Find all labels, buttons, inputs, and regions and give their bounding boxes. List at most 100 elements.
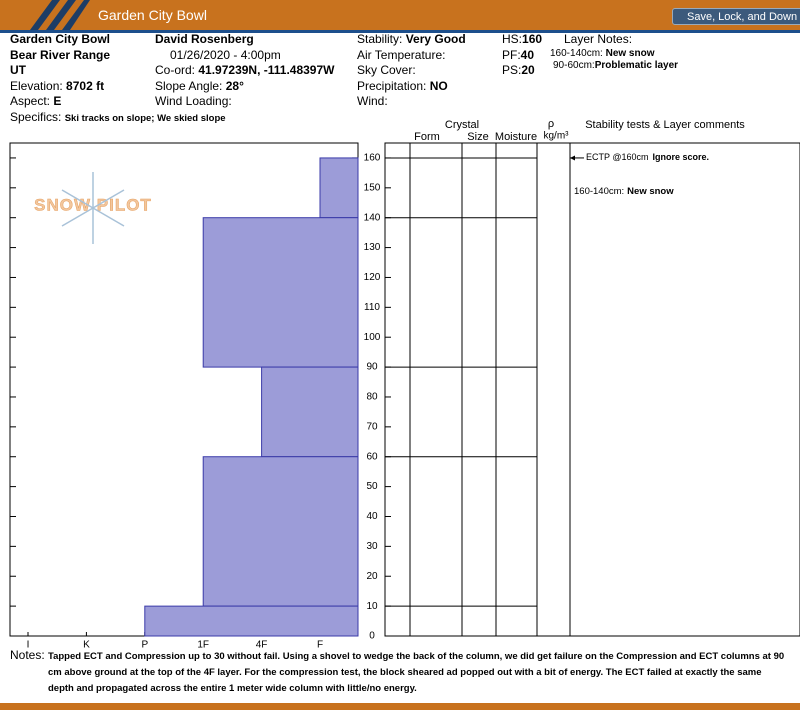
test-arrow-head xyxy=(570,155,575,161)
note: New snow xyxy=(605,47,655,59)
field: Precipitation: NO xyxy=(357,79,466,95)
col-header: Moisture xyxy=(495,131,537,143)
hardness-bar xyxy=(202,456,359,607)
field: Wind: xyxy=(357,94,466,110)
value: NO xyxy=(429,78,448,93)
value: 40 xyxy=(520,47,535,62)
field: Wind Loading: xyxy=(155,94,334,110)
field: Aspect: E xyxy=(10,94,226,110)
depth-tick-label: 150 xyxy=(364,182,381,193)
label: Aspect: xyxy=(10,94,51,108)
hardness-bar xyxy=(144,605,359,637)
header-col1: Garden City Bowl Bear River Range UT Ele… xyxy=(10,32,226,126)
depth-tick-label: 10 xyxy=(366,601,378,612)
notes: Notes: Tapped ECT and Compression up to … xyxy=(10,648,790,694)
label: Specifics: xyxy=(10,109,62,124)
label: PF: xyxy=(502,47,521,62)
layers-frame xyxy=(384,142,800,637)
depth-tick-label: 0 xyxy=(369,631,375,642)
depth-tick-label: 20 xyxy=(366,571,378,582)
field: PS:20 xyxy=(502,63,542,79)
header-col3: Stability: Very Good Air Temperature: Sk… xyxy=(357,32,466,110)
depth-tick-label: 50 xyxy=(366,481,378,492)
test-result: ECTP @160cm Ignore score. xyxy=(586,152,709,162)
header-col2: David Rosenberg 01/26/2020 - 4:00pm Co-o… xyxy=(155,32,334,110)
depth-tick-label: 140 xyxy=(364,212,381,223)
col-header: ρ xyxy=(548,118,554,130)
label: Sky Cover: xyxy=(357,63,416,77)
col-header: Crystal xyxy=(445,119,479,131)
value: Very Good xyxy=(405,32,466,46)
depth-tick-label: 80 xyxy=(366,392,378,403)
value: 20 xyxy=(521,63,535,77)
field: Air Temperature: xyxy=(357,48,466,64)
depth-tick-label: 120 xyxy=(364,272,381,283)
notes-label: Notes: xyxy=(10,648,45,662)
range: 160-140cm: xyxy=(550,47,603,59)
layer-notes-title: Layer Notes: xyxy=(564,32,633,46)
value: 8702 ft xyxy=(66,78,105,93)
save-button[interactable]: Save, Lock, and Down xyxy=(672,8,800,25)
col-header: Size xyxy=(467,131,488,143)
app-title: Garden City Bowl xyxy=(98,7,207,23)
label: Air Temperature: xyxy=(357,47,446,62)
label: Precipitation: xyxy=(357,78,427,93)
depth-tick-label: 160 xyxy=(364,153,381,164)
hardness-bar xyxy=(261,366,359,458)
depth-tick-label: 70 xyxy=(366,421,378,432)
profile-chart: Crystal Form Size Moisture ρ kg/m³ Stabi… xyxy=(9,118,800,650)
field: Elevation: 8702 ft xyxy=(10,79,226,95)
depth-tick-label: 60 xyxy=(366,451,378,462)
depth-tick-label: 110 xyxy=(364,302,380,313)
note: Problematic layer xyxy=(594,59,679,71)
title-bar: Garden City Bowl Save, Lock, and Down xyxy=(0,0,800,33)
field: HS:160 xyxy=(502,32,542,48)
field: 01/26/2020 - 4:00pm xyxy=(170,47,281,62)
comment-note: New snow xyxy=(627,186,674,197)
depth-tick-label: 40 xyxy=(366,511,378,522)
hardness-label: P xyxy=(141,640,148,650)
hardness-bar xyxy=(319,157,359,219)
field: Specifics: Ski tracks on slope; We skied… xyxy=(10,110,226,127)
label: Co-ord: xyxy=(155,63,196,77)
field: UT xyxy=(10,63,26,77)
value: 160 xyxy=(522,32,543,46)
hardness-label: F xyxy=(317,640,323,650)
hardness-label: I xyxy=(27,640,30,650)
col-header: Stability tests & Layer comments xyxy=(585,119,745,131)
field: Garden City Bowl xyxy=(10,32,111,46)
hardness-label: 4F xyxy=(256,640,268,650)
logo-stripes xyxy=(30,0,90,30)
bottom-bar xyxy=(0,703,800,710)
range: 90-60cm: xyxy=(553,59,595,71)
value: 28° xyxy=(225,78,244,93)
col-header: kg/m³ xyxy=(544,131,570,142)
hardness-label: K xyxy=(83,640,90,650)
col-header: Form xyxy=(414,131,440,143)
hardness-label: 1F xyxy=(197,640,209,650)
depth-tick-label: 30 xyxy=(366,541,378,552)
field: Bear River Range xyxy=(10,47,111,62)
field: Slope Angle: 28° xyxy=(155,79,334,95)
depth-tick-label: 130 xyxy=(364,242,381,253)
depth-tick-label: 100 xyxy=(364,332,381,343)
comment-range: 160-140cm: xyxy=(574,186,624,197)
layer-note: 160-140cm: New snow xyxy=(550,48,678,60)
value: Ski tracks on slope; We skied slope xyxy=(64,112,226,124)
label: Elevation: xyxy=(10,78,63,93)
label: Wind Loading: xyxy=(155,94,232,108)
layer-comment: 160-140cm: New snow xyxy=(574,186,674,197)
field: Stability: Very Good xyxy=(357,32,466,48)
field: PF:40 xyxy=(502,48,542,64)
test-label: ECTP @160cm xyxy=(586,152,649,162)
layer-note: 90-60cm:Problematic layer xyxy=(550,60,678,72)
test-comment: Ignore score. xyxy=(653,152,710,162)
label: PS: xyxy=(502,63,522,77)
snowflake xyxy=(61,172,125,244)
hardness-bar xyxy=(202,217,359,368)
field: Sky Cover: xyxy=(357,63,466,79)
header-col4: HS:160 PF:40 PS:20 xyxy=(502,32,542,79)
layer-notes: Layer Notes: 160-140cm: New snow 90-60cm… xyxy=(550,32,678,72)
label: Wind: xyxy=(357,94,388,108)
